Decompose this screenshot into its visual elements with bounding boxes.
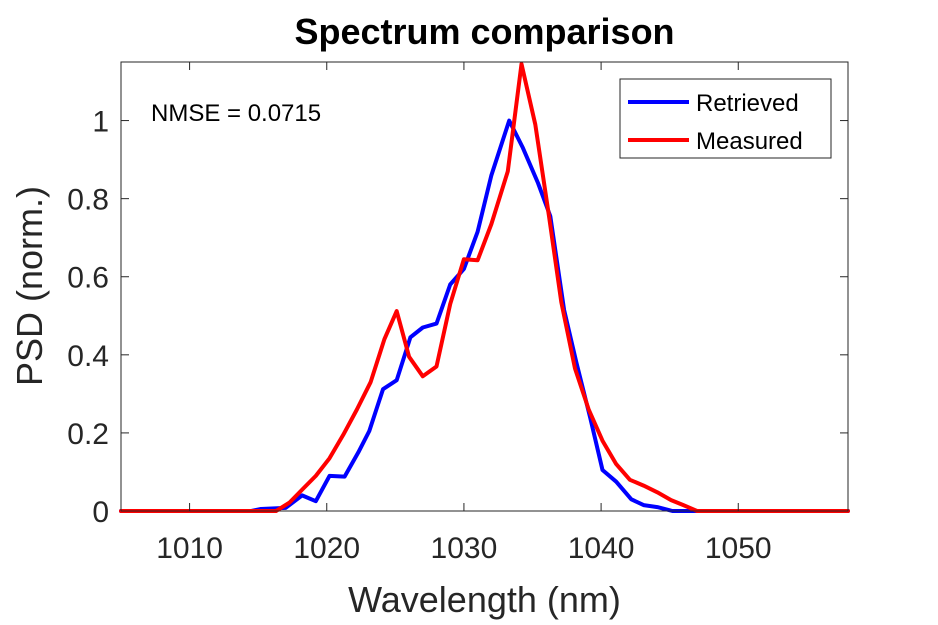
- nmse-annotation: NMSE = 0.0715: [151, 100, 321, 127]
- series-group: [119, 62, 850, 513]
- x-tick-label: 1030: [431, 532, 498, 565]
- x-tick-label: 1020: [293, 532, 360, 565]
- x-tick-label: 1040: [568, 532, 635, 565]
- y-tick-label: 0: [92, 496, 109, 529]
- x-tick-label: 1010: [156, 532, 223, 565]
- legend-label-measured: Measured: [696, 128, 803, 155]
- y-tick-label: 0.4: [67, 340, 109, 373]
- x-tick-label: 1050: [705, 532, 772, 565]
- legend: Retrieved Measured: [619, 78, 832, 159]
- series-line-measured: [119, 62, 850, 513]
- y-tick-label: 0.8: [67, 184, 109, 217]
- chart-title: Spectrum comparison: [294, 11, 674, 52]
- plot-frame: [120, 61, 849, 512]
- legend-label-retrieved: Retrieved: [696, 90, 799, 117]
- y-tick-label: 0.6: [67, 262, 109, 295]
- y-tick-label: 1: [92, 106, 109, 139]
- legend-box: [619, 78, 832, 159]
- y-tick-label: 0.2: [67, 418, 109, 451]
- series-line-retrieved: [119, 118, 850, 513]
- ticks-group: 1010 1020 1030 1040 1050 0 0.2 0.4 0.6 0.8 1: [67, 62, 848, 565]
- x-axis-title: Wavelength (nm): [348, 579, 621, 620]
- y-axis-title: PSD (norm.): [9, 186, 50, 386]
